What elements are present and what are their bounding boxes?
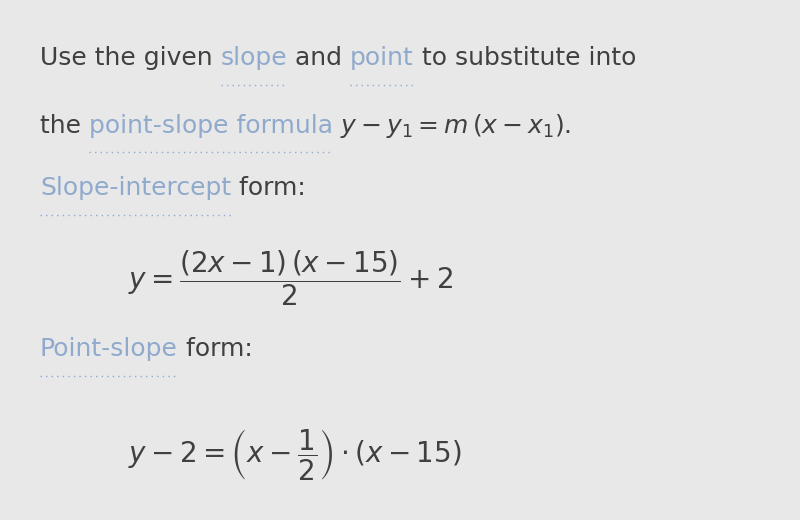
Text: $y - y_1 = m\,(x - x_1).$: $y - y_1 = m\,(x - x_1).$	[333, 112, 571, 139]
Text: and: and	[287, 46, 350, 70]
Text: Point-slope: Point-slope	[40, 337, 178, 361]
Text: point-slope formula: point-slope formula	[89, 113, 333, 138]
Text: Slope-intercept: Slope-intercept	[40, 176, 231, 200]
Text: form:: form:	[178, 337, 253, 361]
Text: Use the given: Use the given	[40, 46, 221, 70]
Text: slope: slope	[221, 46, 287, 70]
Text: $y - 2 = \left(x - \dfrac{1}{2}\right) \cdot (x - 15)$: $y - 2 = \left(x - \dfrac{1}{2}\right) \…	[128, 427, 462, 483]
Text: to substitute into: to substitute into	[414, 46, 636, 70]
Text: point: point	[350, 46, 414, 70]
Text: form:: form:	[231, 176, 306, 200]
Text: the: the	[40, 113, 89, 138]
Text: $y = \dfrac{(2x-1)\,(x-15)}{2} + 2$: $y = \dfrac{(2x-1)\,(x-15)}{2} + 2$	[128, 249, 453, 308]
